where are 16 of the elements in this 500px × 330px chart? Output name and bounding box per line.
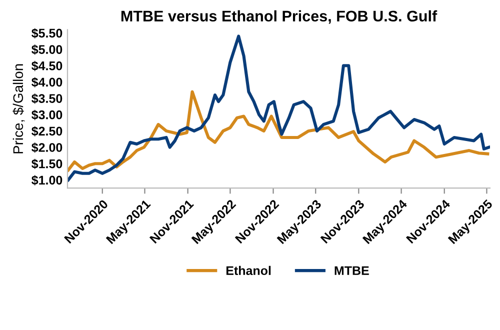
line-series xyxy=(68,34,490,182)
y-tick-label: $4.50 xyxy=(32,60,62,72)
chart-title: MTBE versus Ethanol Prices, FOB U.S. Gulf xyxy=(121,10,438,24)
y-tick-label: $3.00 xyxy=(32,110,62,120)
y-tick-label: $4.00 xyxy=(32,77,62,88)
y-tick-label: $2.50 xyxy=(32,126,62,136)
y-tick-label: $5.00 xyxy=(32,44,62,55)
y-tick-label: $1.00 xyxy=(32,175,62,186)
y-tick-label: $1.50 xyxy=(32,158,62,170)
y-tick-label: $2.00 xyxy=(32,142,62,153)
legend-label: MTBE xyxy=(334,266,369,275)
legend-label: Ethanol xyxy=(226,266,271,276)
y-tick-label: $3.50 xyxy=(32,94,62,104)
y-axis-title: Price, $/Gallon xyxy=(12,64,25,154)
line-series xyxy=(68,90,490,172)
y-tick-label: $5.50 xyxy=(32,28,62,38)
